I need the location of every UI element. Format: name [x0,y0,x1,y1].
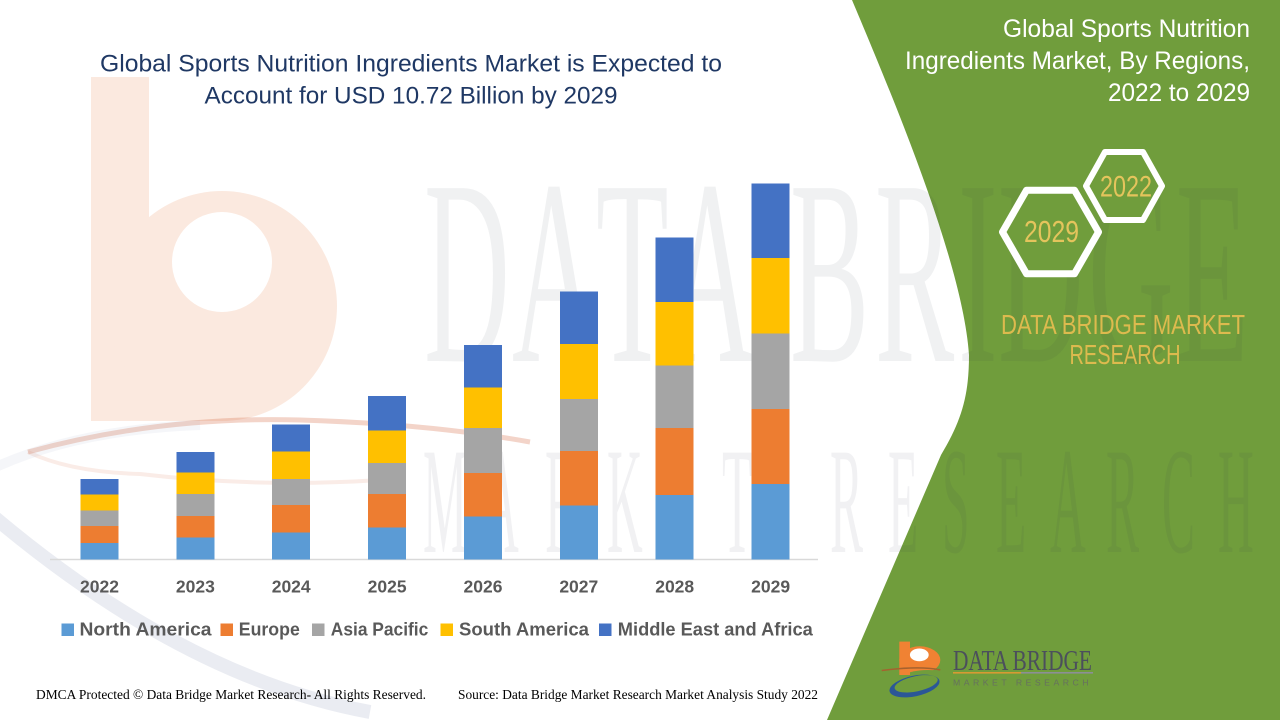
svg-text:Global Sports Nutrition: Global Sports Nutrition [1003,15,1250,43]
svg-text:South America: South America [459,620,590,640]
svg-text:2029: 2029 [1024,215,1079,249]
svg-text:2026: 2026 [464,577,503,597]
svg-text:Europe: Europe [239,620,300,640]
svg-text:Ingredients Market, By Regions: Ingredients Market, By Regions, [905,47,1250,75]
svg-text:Middle East and Africa: Middle East and Africa [618,620,814,640]
svg-text:DATA BRIDGE MARKET: DATA BRIDGE MARKET [1001,309,1245,340]
svg-text:North America: North America [80,620,213,640]
svg-text:Global Sports Nutrition Ingred: Global Sports Nutrition Ingredients Mark… [100,51,722,78]
svg-text:2022: 2022 [80,577,119,597]
svg-text:2022: 2022 [1100,171,1152,204]
svg-text:2022 to 2029: 2022 to 2029 [1108,79,1250,107]
svg-text:2027: 2027 [559,577,598,597]
svg-text:DMCA Protected © Data Bridge M: DMCA Protected © Data Bridge Market Rese… [36,687,426,702]
svg-text:Source: Data Bridge Market Res: Source: Data Bridge Market Research Mark… [458,687,818,702]
svg-text:2028: 2028 [655,577,694,597]
svg-text:RESEARCH: RESEARCH [1070,339,1181,370]
svg-text:DATA BRIDGE: DATA BRIDGE [953,645,1092,677]
svg-text:Asia Pacific: Asia Pacific [331,620,429,640]
svg-text:2025: 2025 [368,577,407,597]
svg-text:2024: 2024 [272,577,311,597]
svg-text:2023: 2023 [176,577,215,597]
svg-text:MARKET RESEARCH: MARKET RESEARCH [953,679,1092,688]
svg-text:Account for USD 10.72 Billion: Account for USD 10.72 Billion by 2029 [205,83,618,110]
svg-text:2029: 2029 [751,577,790,597]
